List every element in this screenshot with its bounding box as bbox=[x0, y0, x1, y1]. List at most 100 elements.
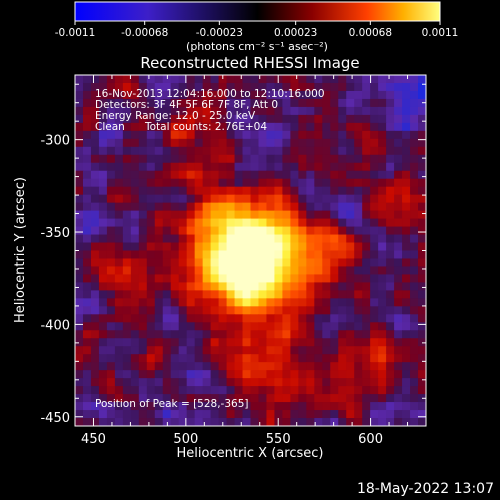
heatmap-cell bbox=[106, 178, 116, 188]
heatmap-cell bbox=[314, 226, 323, 236]
heatmap-cell bbox=[82, 346, 92, 355]
heatmap-cell bbox=[322, 98, 331, 108]
heatmap-cell bbox=[354, 338, 363, 347]
plot-area bbox=[75, 75, 426, 426]
y-tick-label: -400 bbox=[40, 318, 70, 333]
heatmap-cell bbox=[386, 282, 395, 291]
heatmap-cell bbox=[202, 298, 212, 307]
heatmap-cell bbox=[90, 290, 100, 299]
heatmap-cell bbox=[314, 394, 323, 403]
heatmap-cell bbox=[346, 378, 355, 387]
heatmap-cell bbox=[298, 82, 307, 92]
heatmap-cell bbox=[290, 354, 299, 363]
heatmap-cell bbox=[386, 138, 395, 148]
heatmap-cell bbox=[386, 130, 395, 140]
heatmap-cell bbox=[322, 290, 331, 299]
heatmap-cell bbox=[210, 218, 220, 228]
heatmap-cell bbox=[98, 178, 108, 188]
heatmap-cell bbox=[346, 410, 355, 419]
heatmap-cell bbox=[194, 82, 204, 92]
heatmap-cell bbox=[186, 274, 196, 284]
heatmap-cell bbox=[218, 394, 228, 403]
heatmap-cell bbox=[402, 138, 411, 148]
heatmap-cell bbox=[250, 218, 260, 228]
heatmap-cell bbox=[146, 306, 156, 315]
heatmap-cell bbox=[266, 362, 276, 371]
heatmap-cell bbox=[130, 290, 140, 299]
heatmap-cell bbox=[386, 290, 395, 299]
heatmap-cell bbox=[386, 90, 395, 100]
heatmap-cell bbox=[410, 194, 419, 204]
heatmap-cell bbox=[130, 394, 140, 403]
heatmap-cell bbox=[98, 386, 108, 395]
heatmap-cell bbox=[346, 258, 355, 268]
heatmap-cell bbox=[130, 378, 140, 387]
heatmap-cell bbox=[402, 90, 411, 100]
heatmap-cell bbox=[122, 114, 132, 124]
heatmap-cell bbox=[322, 266, 331, 276]
heatmap-cell bbox=[186, 202, 196, 212]
heatmap-cell bbox=[234, 226, 244, 236]
heatmap-cell bbox=[242, 162, 252, 172]
heatmap-cell bbox=[98, 138, 108, 148]
heatmap-cell bbox=[234, 122, 244, 132]
heatmap-cell bbox=[82, 378, 92, 387]
heatmap-cell bbox=[170, 226, 180, 236]
heatmap-cell bbox=[122, 210, 132, 220]
heatmap-cell bbox=[186, 338, 196, 347]
heatmap-cell bbox=[314, 402, 323, 411]
heatmap-cell bbox=[338, 162, 347, 172]
heatmap-cell bbox=[138, 394, 148, 403]
heatmap-cell bbox=[234, 370, 244, 379]
heatmap-cell bbox=[162, 290, 172, 299]
heatmap-cell bbox=[75, 242, 84, 252]
heatmap-cell bbox=[258, 114, 268, 124]
heatmap-cell bbox=[130, 138, 140, 148]
heatmap-cell bbox=[106, 386, 116, 395]
heatmap-cell bbox=[314, 210, 323, 220]
heatmap-cell bbox=[282, 75, 291, 84]
heatmap-cell bbox=[330, 122, 339, 132]
heatmap-cell bbox=[370, 106, 379, 116]
heatmap-cell bbox=[186, 170, 196, 180]
heatmap-cell bbox=[298, 242, 307, 252]
heatmap-cell bbox=[194, 122, 204, 132]
heatmap-cell bbox=[354, 154, 363, 164]
heatmap-cell bbox=[290, 130, 299, 140]
heatmap-cell bbox=[322, 178, 331, 188]
heatmap-cell bbox=[346, 250, 355, 260]
heatmap-cell bbox=[98, 202, 108, 212]
heatmap-cell bbox=[218, 362, 228, 371]
heatmap-cell bbox=[338, 330, 347, 339]
heatmap-cell bbox=[75, 162, 84, 172]
heatmap-cell bbox=[322, 226, 331, 236]
heatmap-cell bbox=[362, 418, 371, 426]
heatmap-cell bbox=[226, 130, 236, 140]
heatmap-cell bbox=[202, 242, 212, 252]
heatmap-cell bbox=[210, 242, 220, 252]
heatmap-cell bbox=[154, 210, 164, 220]
heatmap-cell bbox=[338, 138, 347, 148]
heatmap-cell bbox=[146, 314, 156, 323]
heatmap-cell bbox=[370, 146, 379, 156]
heatmap-cell bbox=[130, 338, 140, 347]
heatmap-cell bbox=[354, 354, 363, 363]
heatmap-cell bbox=[186, 194, 196, 204]
heatmap-cell bbox=[82, 138, 92, 148]
heatmap-cell bbox=[290, 378, 299, 387]
heatmap-cell bbox=[330, 194, 339, 204]
heatmap-cell bbox=[98, 418, 108, 426]
heatmap-cell bbox=[346, 354, 355, 363]
heatmap-cell bbox=[194, 154, 204, 164]
heatmap-cell bbox=[378, 386, 387, 395]
heatmap-cell bbox=[274, 170, 284, 180]
heatmap-cell bbox=[258, 266, 268, 276]
heatmap-cell bbox=[370, 242, 379, 252]
heatmap-cell bbox=[306, 234, 315, 244]
heatmap-cell bbox=[282, 178, 291, 188]
heatmap-cell bbox=[402, 154, 411, 164]
heatmap-cell bbox=[178, 242, 188, 252]
heatmap-cell bbox=[226, 154, 236, 164]
heatmap-cell bbox=[130, 122, 140, 132]
heatmap-cell bbox=[82, 242, 92, 252]
